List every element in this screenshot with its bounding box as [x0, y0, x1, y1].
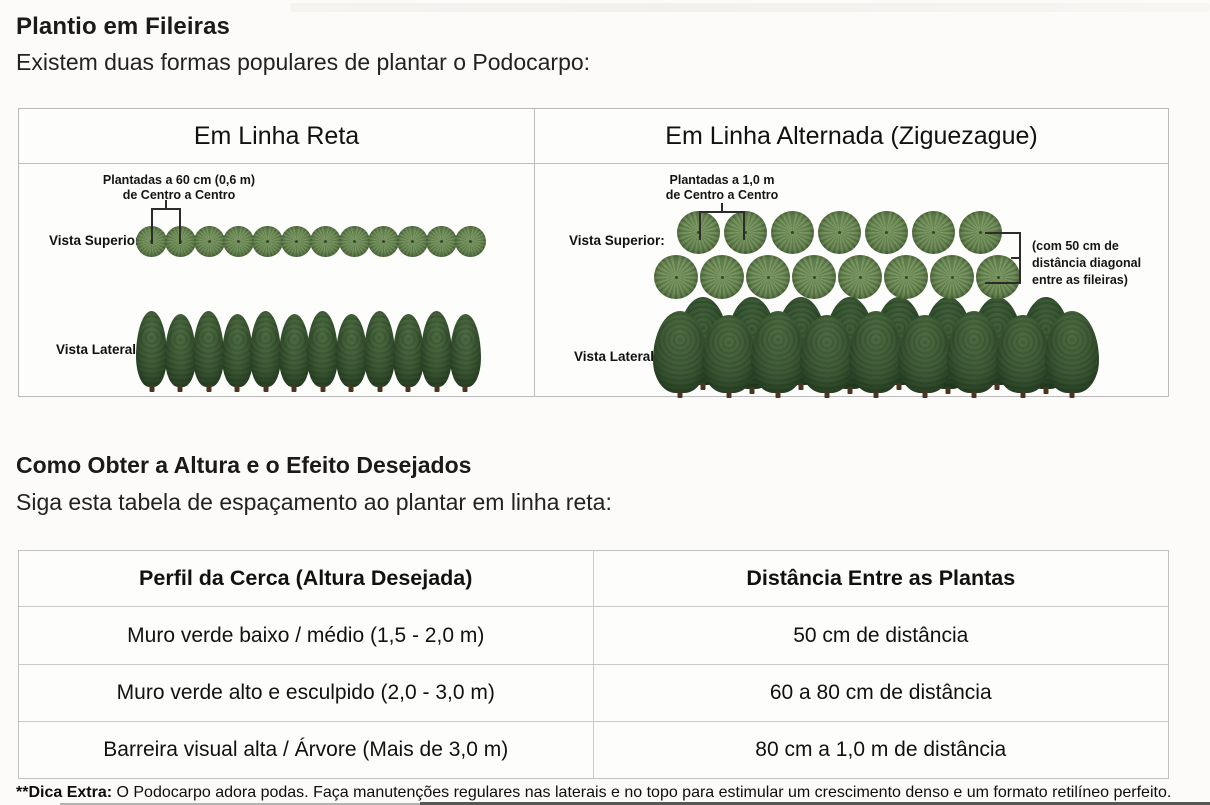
annotation-line: Plantadas a 60 cm (0,6 m) — [102, 173, 256, 187]
bush-side-view-icon — [996, 315, 1050, 393]
plant-top-view-icon — [930, 255, 974, 299]
plant-top-view-icon — [223, 226, 254, 257]
table-cell: 80 cm a 1,0 m de distância — [755, 738, 1007, 761]
annotation-line: de Centro a Centro — [665, 188, 779, 202]
right-panel-header: Em Linha Alternada (Ziguezague) — [535, 109, 1168, 164]
bush-side-view-icon — [364, 311, 395, 387]
table-cell: 60 a 80 cm de distância — [593, 665, 1168, 722]
bush-side-view-icon — [392, 314, 424, 387]
annotation-line: de Centro a Centro — [122, 188, 236, 202]
note-line: (com 50 cm de — [1032, 239, 1119, 253]
plant-top-view-icon — [771, 211, 814, 254]
bush-side-view-icon — [1045, 311, 1099, 393]
bush-side-view-icon — [702, 315, 756, 393]
top-view-row-1 — [677, 211, 1006, 254]
diagonal-distance-bracket — [985, 232, 1021, 284]
bush-side-view-icon — [221, 314, 253, 387]
plant-top-view-icon — [339, 226, 370, 257]
left-spacing-annotation: Plantadas a 60 cm (0,6 m) de Centro a Ce… — [59, 173, 299, 203]
note-line: distância diagonal — [1032, 256, 1142, 270]
plant-top-view-icon — [194, 226, 225, 257]
hedge-front-row — [653, 311, 1099, 393]
plant-top-view-icon — [397, 226, 428, 257]
scan-artifact-bottom — [60, 803, 420, 805]
plant-top-view-icon — [700, 255, 744, 299]
tip-prefix: **Dica Extra: — [16, 784, 113, 801]
table-cell: Muro verde alto e esculpido (2,0 - 3,0 m… — [19, 665, 594, 722]
plant-top-view-icon — [724, 211, 767, 254]
left-panel-body: Plantadas a 60 cm (0,6 m) de Centro a Ce… — [19, 164, 535, 396]
page-subtitle: Existem duas formas populares de plantar… — [16, 49, 591, 75]
scan-artifact-bottom — [420, 802, 1210, 805]
bracket-stem — [165, 200, 167, 209]
section2-subtitle: Siga esta tabela de espaçamento ao plant… — [16, 489, 612, 515]
planting-diagram-panel: Em Linha Reta Em Linha Alternada (Ziguez… — [18, 108, 1169, 397]
plant-top-view-icon — [838, 255, 882, 299]
spacing-bracket — [151, 208, 181, 244]
side-view-label: Vista Lateral: — [574, 349, 659, 364]
bush-side-view-icon — [164, 314, 196, 387]
plant-top-view-icon — [818, 211, 861, 254]
plant-top-view-icon — [252, 226, 283, 257]
plant-top-view-icon — [912, 211, 955, 254]
page-title: Plantio em Fileiras — [16, 13, 230, 40]
bush-side-view-icon — [250, 311, 281, 387]
plant-top-view-icon — [792, 255, 836, 299]
plant-top-view-icon — [310, 226, 341, 257]
bush-side-view-icon — [849, 311, 903, 393]
bush-side-view-icon — [193, 311, 224, 387]
bush-side-view-icon — [335, 314, 367, 387]
spacing-bracket — [699, 211, 745, 240]
bush-side-view-icon — [947, 311, 1001, 393]
side-view-row — [136, 311, 481, 387]
plant-top-view-icon — [677, 211, 720, 254]
plant-top-view-icon — [426, 226, 457, 257]
table-header-profile: Perfil da Cerca (Altura Desejada) — [19, 551, 594, 607]
tip-text: O Podocarpo adora podas. Faça manutençõe… — [112, 784, 1172, 801]
bracket-stem — [721, 203, 723, 212]
annotation-line: Plantadas a 1,0 m — [669, 173, 775, 187]
bush-side-view-icon — [751, 311, 805, 393]
table-header-distance: Distância Entre as Plantas — [593, 551, 1168, 607]
plant-top-view-icon — [654, 255, 698, 299]
table-cell: Barreira visual alta / Árvore (Mais de 3… — [19, 722, 594, 778]
note-line: entre as fileiras) — [1032, 273, 1128, 287]
plant-top-view-icon — [884, 255, 928, 299]
bush-side-view-icon — [800, 315, 854, 393]
bush-side-view-icon — [307, 311, 338, 387]
plant-top-view-icon — [455, 226, 486, 257]
plant-top-view-icon — [368, 226, 399, 257]
bush-side-view-icon — [898, 315, 952, 393]
plant-top-view-icon — [865, 211, 908, 254]
scan-artifact-top — [290, 3, 1210, 12]
top-view-row — [136, 226, 486, 257]
bush-side-view-icon — [136, 311, 167, 387]
plant-top-view-icon — [746, 255, 790, 299]
left-panel-header: Em Linha Reta — [19, 109, 535, 164]
side-view-hedge — [653, 297, 1105, 393]
table-cell: 50 cm de distância — [593, 607, 1168, 665]
top-view-label: Vista Superior: — [49, 233, 145, 248]
side-view-label: Vista Lateral: — [56, 342, 141, 357]
bush-side-view-icon — [653, 311, 707, 393]
diagonal-distance-note: (com 50 cm de distância diagonal entre a… — [1032, 238, 1172, 289]
bush-side-view-icon — [449, 314, 481, 387]
extra-tip-note: **Dica Extra: O Podocarpo adora podas. F… — [16, 784, 1201, 802]
bush-side-view-icon — [278, 314, 310, 387]
table-cell: Muro verde baixo / médio (1,5 - 2,0 m) — [19, 607, 594, 665]
top-view-row-2 — [654, 255, 1022, 299]
right-panel-body: Plantadas a 1,0 m de Centro a Centro Vis… — [535, 164, 1168, 396]
section2-title: Como Obter a Altura e o Efeito Desejados — [16, 452, 472, 478]
plant-top-view-icon — [281, 226, 312, 257]
right-spacing-annotation: Plantadas a 1,0 m de Centro a Centro — [622, 173, 822, 203]
bush-side-view-icon — [421, 311, 452, 387]
top-view-label: Vista Superior: — [569, 233, 665, 248]
spacing-table: Perfil da Cerca (Altura Desejada) Distân… — [18, 550, 1169, 779]
